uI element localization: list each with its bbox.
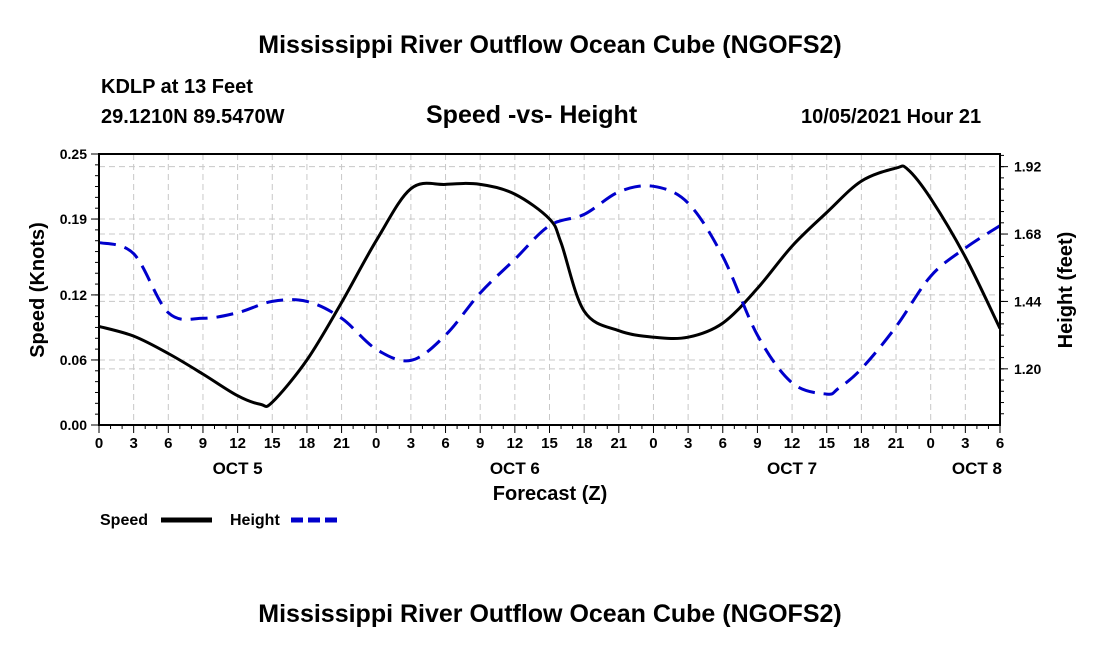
x-tick-label: 9 xyxy=(476,435,484,452)
y2-tick-label: 1.68 xyxy=(1014,226,1041,242)
x-tick-label: 12 xyxy=(507,435,524,452)
x-tick-label: 6 xyxy=(164,435,172,452)
x-tick-label: 21 xyxy=(888,435,905,452)
x-tick-label: 15 xyxy=(264,435,281,452)
x-tick-label: 3 xyxy=(961,435,969,452)
x-tick-label: 9 xyxy=(753,435,761,452)
chart-title: Mississippi River Outflow Ocean Cube (NG… xyxy=(258,31,842,59)
x-tick-label: 0 xyxy=(372,435,380,452)
x-tick-label: 6 xyxy=(996,435,1004,452)
x-tick-label: 3 xyxy=(129,435,137,452)
footer-title: Mississippi River Outflow Ocean Cube (NG… xyxy=(258,600,842,628)
x-tick-label: 0 xyxy=(649,435,657,452)
grid-lines xyxy=(98,154,1001,425)
axis-ticks xyxy=(91,153,1008,433)
legend: Speed Height xyxy=(100,512,342,529)
y2-tick-label: 1.44 xyxy=(1014,293,1041,309)
station-name: KDLP at 13 Feet xyxy=(101,76,253,98)
x-tick-label: 0 xyxy=(927,435,935,452)
x-tick-label: 6 xyxy=(719,435,727,452)
day-label: OCT 8 xyxy=(952,459,1002,478)
legend-label-height: Height xyxy=(230,512,280,529)
day-label: OCT 5 xyxy=(213,459,263,478)
y-tick-label: 0.19 xyxy=(60,211,87,227)
y-axis-label: Speed (Knots) xyxy=(27,222,49,358)
x-tick-label: 18 xyxy=(853,435,870,452)
height-series-line xyxy=(98,184,1001,396)
y-tick-label: 0.25 xyxy=(60,146,87,162)
x-tick-label: 21 xyxy=(610,435,627,452)
x-tick-label: 18 xyxy=(576,435,593,452)
chart-subtitle: Speed -vs- Height xyxy=(426,101,638,129)
x-tick-label: 15 xyxy=(541,435,558,452)
day-label: OCT 6 xyxy=(490,459,540,478)
x-tick-label: 21 xyxy=(333,435,350,452)
x-tick-label: 15 xyxy=(818,435,835,452)
speed-series-line xyxy=(98,164,1002,408)
x-tick-label: 9 xyxy=(199,435,207,452)
x-tick-label: 12 xyxy=(229,435,246,452)
x-tick-label: 3 xyxy=(684,435,692,452)
y-tick-label: 0.06 xyxy=(60,352,87,368)
day-label: OCT 7 xyxy=(767,459,817,478)
station-coordinates: 29.1210N 89.5470W xyxy=(101,106,285,128)
axis-tick-labels: 0 3 6 9 12 15 18 21 0 3 6 9 12 15 18 21 0 3 6 9 12 15 18 21 0 3 6 O… xyxy=(60,146,1042,478)
y-tick-label: 0.12 xyxy=(60,287,87,303)
x-tick-label: 6 xyxy=(441,435,449,452)
series-lines xyxy=(98,164,1002,408)
y2-axis-label: Height (feet) xyxy=(1055,232,1077,349)
y2-tick-label: 1.92 xyxy=(1014,159,1041,175)
x-axis-label: Forecast (Z) xyxy=(493,483,607,505)
x-tick-label: 3 xyxy=(407,435,415,452)
x-tick-label: 18 xyxy=(299,435,316,452)
x-tick-label: 0 xyxy=(95,435,103,452)
forecast-datetime: 10/05/2021 Hour 21 xyxy=(801,106,982,128)
y-tick-label: 0.00 xyxy=(60,417,87,433)
x-tick-label: 12 xyxy=(784,435,801,452)
legend-label-speed: Speed xyxy=(100,512,148,529)
y2-tick-label: 1.20 xyxy=(1014,361,1041,377)
